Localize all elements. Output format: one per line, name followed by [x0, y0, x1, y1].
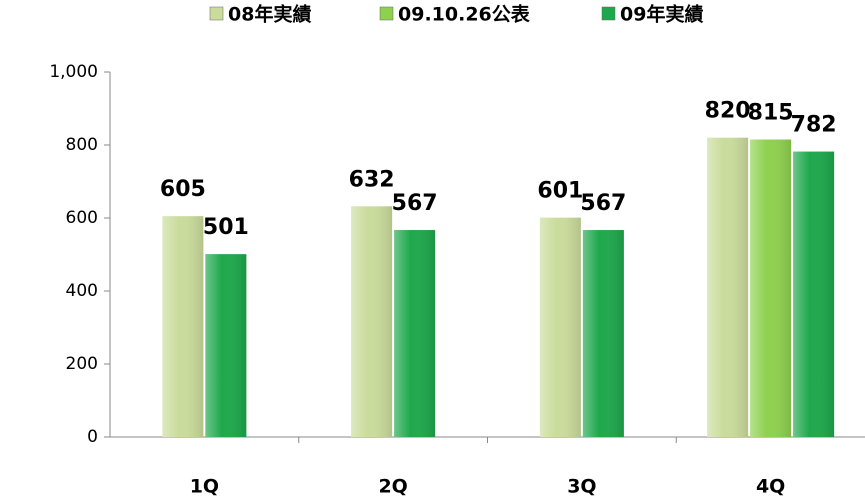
- legend-label: 09.10.26公表: [398, 3, 531, 26]
- bar-shade: [793, 151, 835, 437]
- data-label: 820: [705, 99, 751, 124]
- bar-shade: [750, 139, 792, 437]
- y-tick-label: 800: [66, 135, 98, 155]
- y-tick-label: 200: [66, 354, 98, 374]
- bar-shade: [351, 206, 393, 437]
- bar-shade: [582, 230, 624, 437]
- data-label: 567: [580, 191, 626, 216]
- legend-swatch: [209, 6, 224, 21]
- legend-swatch: [601, 6, 616, 21]
- y-tick-label: 1,000: [49, 62, 98, 82]
- y-tick-label: 400: [66, 281, 98, 301]
- legend-label: 08年実績: [228, 3, 311, 26]
- bar-shade: [707, 137, 749, 437]
- x-tick-label: 4Q: [756, 476, 785, 498]
- data-label: 782: [791, 113, 837, 138]
- data-label: 501: [203, 215, 249, 240]
- y-tick-label: 0: [87, 427, 98, 447]
- data-label: 605: [160, 177, 206, 202]
- legend-swatch: [379, 6, 394, 21]
- x-tick-label: 1Q: [190, 476, 219, 498]
- data-label: 567: [392, 191, 438, 216]
- x-tick-label: 3Q: [567, 476, 596, 498]
- data-label: 815: [748, 101, 794, 126]
- data-label: 632: [349, 167, 395, 192]
- bar-shade: [539, 217, 581, 437]
- bar-shade: [394, 230, 436, 437]
- bar-shade: [205, 254, 247, 437]
- legend-label: 09年実績: [620, 3, 703, 26]
- x-tick-label: 2Q: [378, 476, 407, 498]
- data-label: 601: [537, 179, 583, 204]
- bar-shade: [162, 216, 204, 437]
- y-tick-label: 600: [66, 208, 98, 228]
